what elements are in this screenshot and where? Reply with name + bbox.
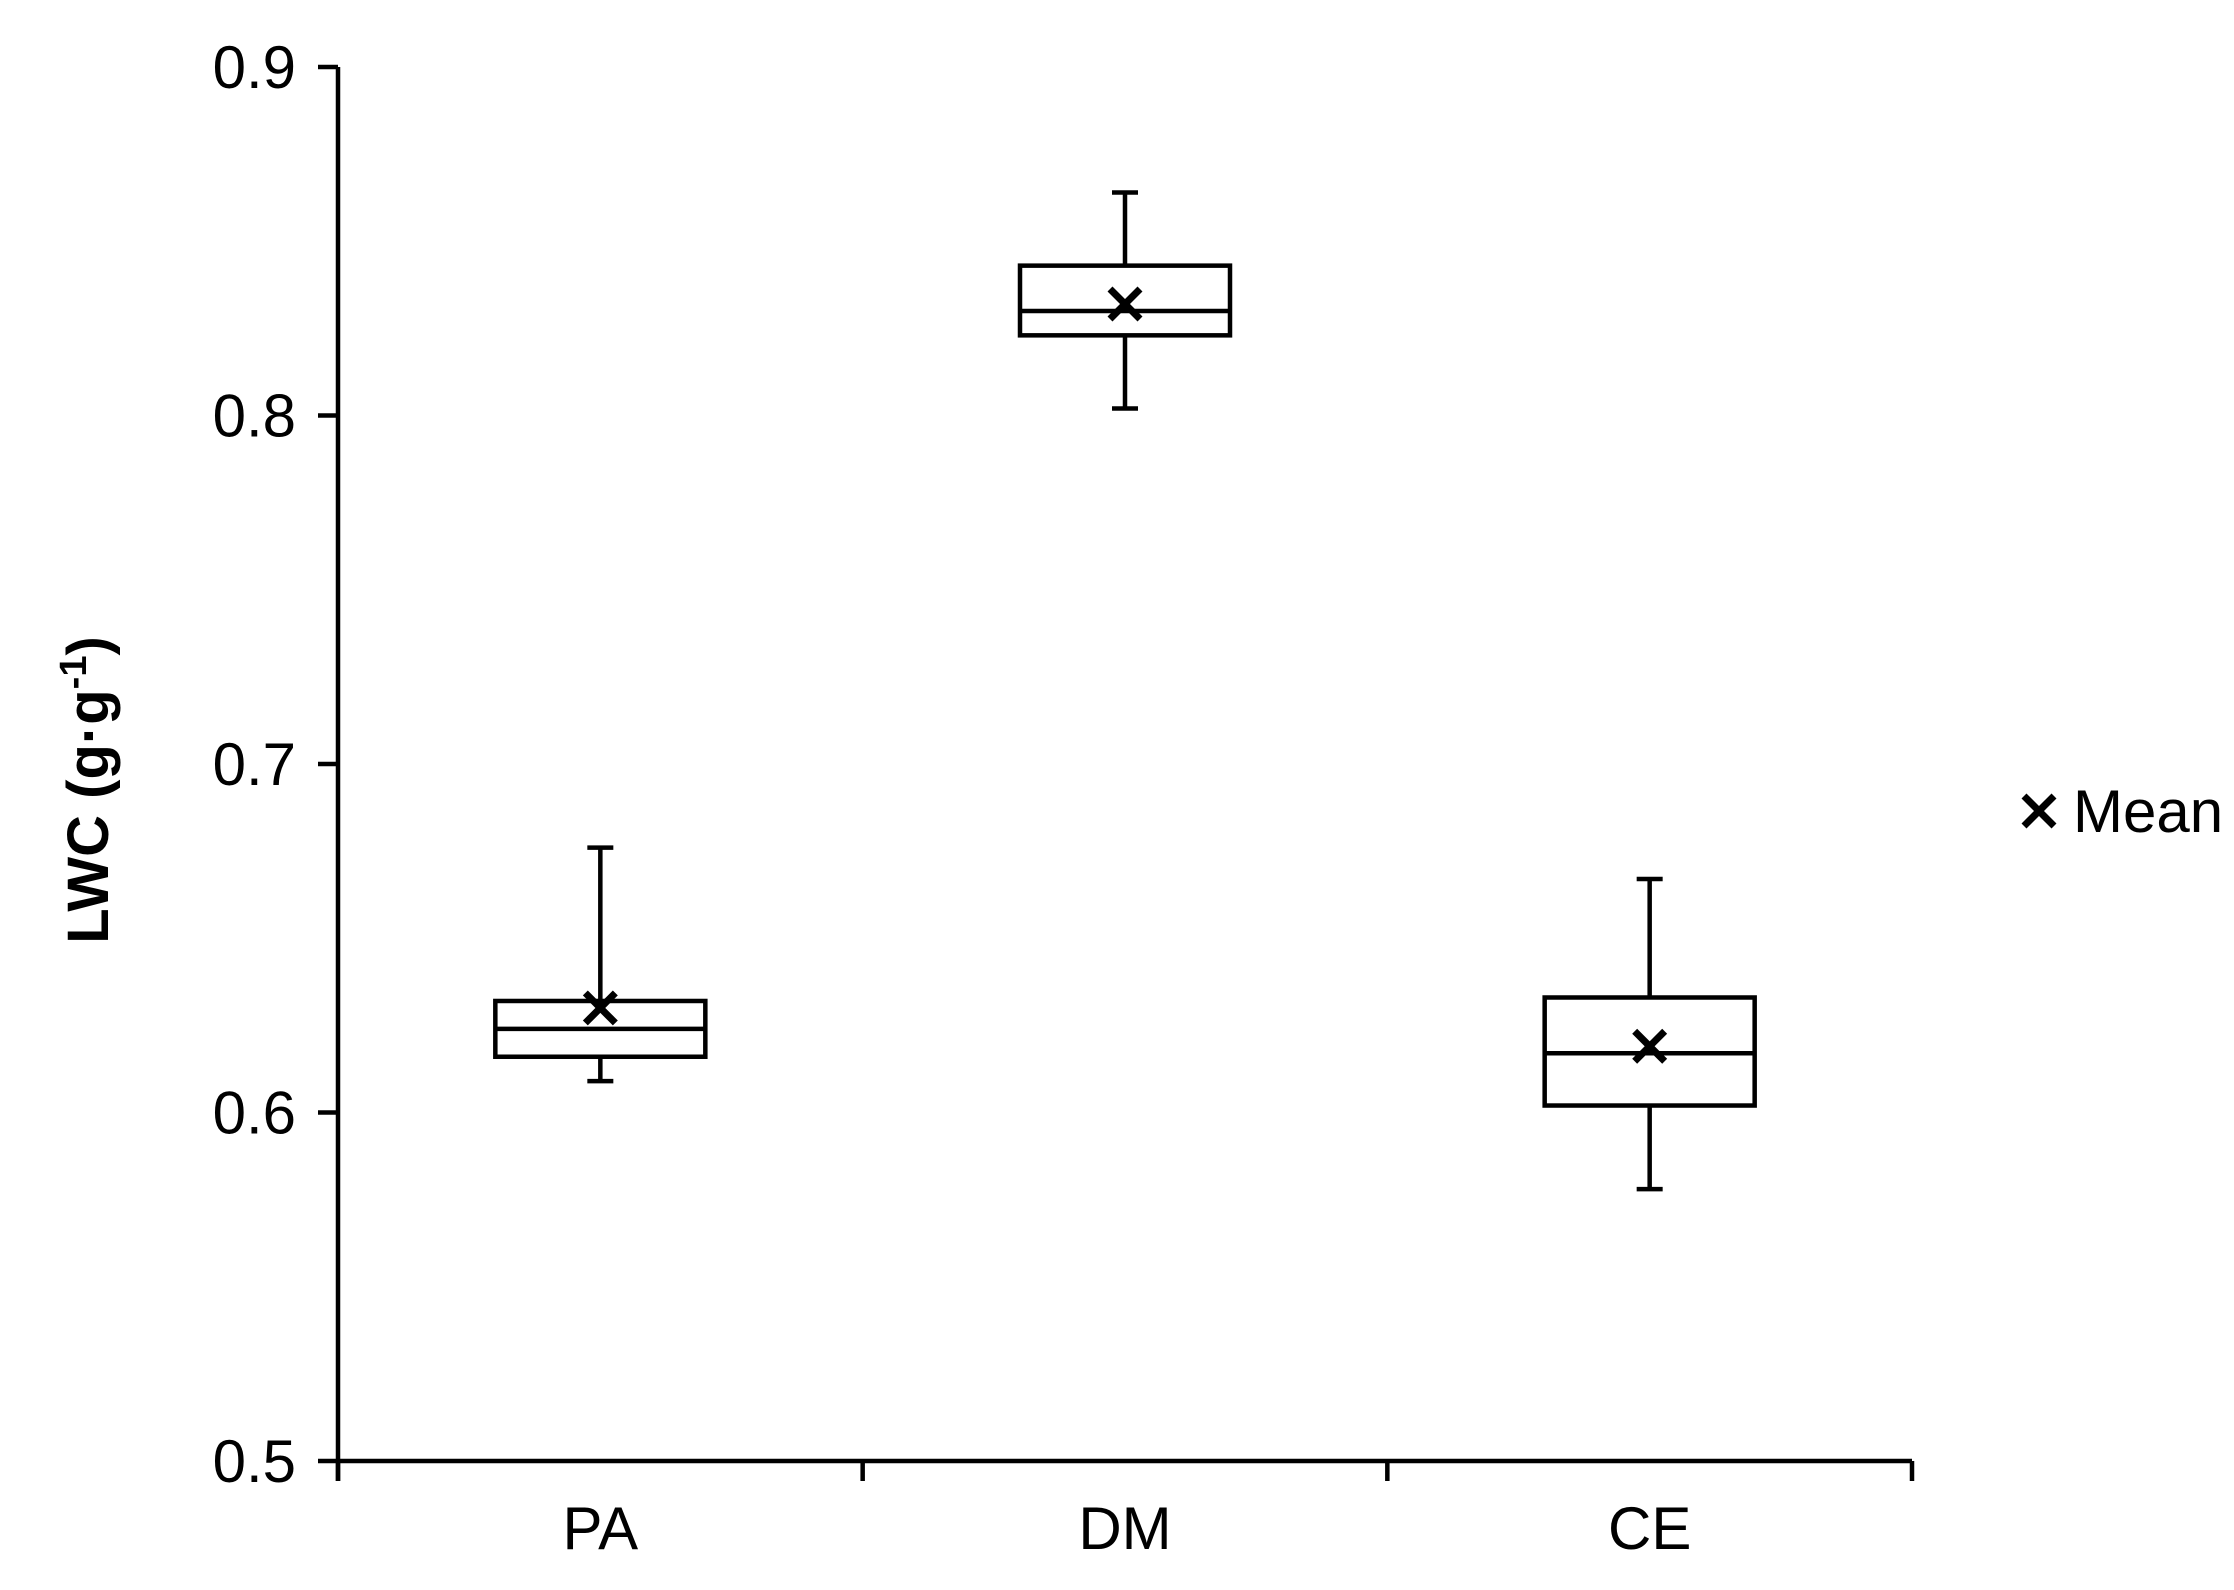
box-ce [1542,876,1757,1192]
x-tick-label: DM [1078,1495,1171,1562]
mean-marker [582,990,618,1026]
y-tick-label: 0.6 [213,1080,296,1147]
y-axis-title: LWC (g·g-1) [53,636,121,944]
legend-label-mean: Mean [2073,778,2223,845]
y-tick-label: 0.8 [213,383,296,450]
mean-marker [1107,286,1143,322]
x-axis: PA DM CE [335,1458,1915,1562]
legend: Mean [2021,778,2223,845]
box-series [493,190,1757,1192]
y-tick-label: 0.7 [213,731,296,798]
x-tick-label: PA [563,1495,639,1562]
box-dm [1017,190,1233,411]
x-tick-label: CE [1608,1495,1691,1562]
legend-mean-marker [2021,793,2057,829]
y-axis: 0.5 0.6 0.7 0.8 0.9 [213,34,341,1495]
iqr-box [1017,263,1233,338]
mean-marker [1632,1028,1668,1064]
y-tick-label: 0.9 [213,34,296,101]
box-pa [493,845,708,1084]
y-tick-label: 0.5 [213,1428,296,1495]
